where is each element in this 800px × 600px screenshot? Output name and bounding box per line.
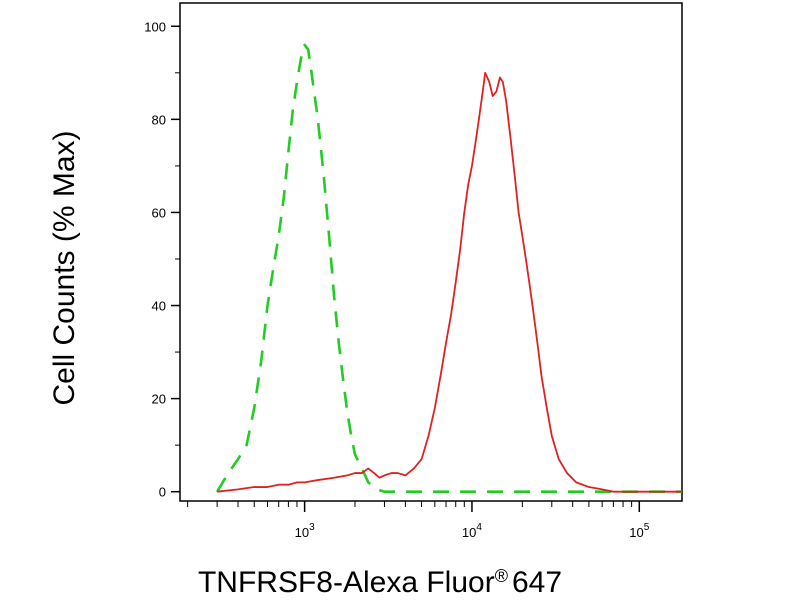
y-tick-label: 20 <box>152 392 166 407</box>
x-tick-exponent: 3 <box>309 522 315 533</box>
x-tick-label: 103 <box>295 522 315 540</box>
series-line-1 <box>216 43 682 493</box>
plot-frame <box>179 2 683 502</box>
x-tick-base: 10 <box>629 525 643 540</box>
y-axis-label: Cell Counts (% Max) <box>48 130 81 405</box>
x-axis-label-superscript: ® <box>495 566 508 586</box>
x-tick-base: 10 <box>295 525 309 540</box>
y-tick-label: 60 <box>152 205 166 220</box>
x-tick-label: 104 <box>462 522 482 540</box>
x-axis-label: TNFRSF8-Alexa Fluor® 647 <box>198 566 562 599</box>
x-tick-label: 105 <box>629 522 649 540</box>
x-tick-base: 10 <box>462 525 476 540</box>
y-tick-label: 100 <box>144 19 166 34</box>
y-tick-label: 80 <box>152 112 166 127</box>
y-tick-label: 40 <box>152 299 166 314</box>
series-line-2 <box>217 71 682 493</box>
x-tick-exponent: 4 <box>476 522 482 533</box>
x-axis-label-main: TNFRSF8-Alexa Fluor <box>198 566 495 599</box>
y-tick-label: 0 <box>159 485 166 500</box>
x-tick-exponent: 5 <box>644 522 650 533</box>
x-axis-label-suffix: 647 <box>512 566 562 599</box>
